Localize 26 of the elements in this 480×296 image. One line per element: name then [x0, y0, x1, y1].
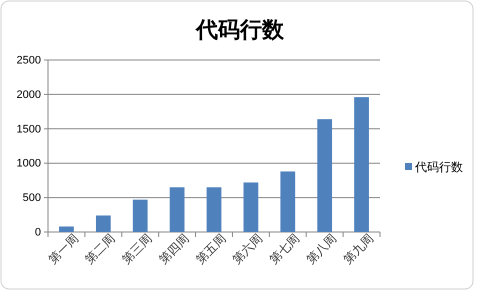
- y-tick-label: 1000: [16, 158, 41, 170]
- y-tick-label: 2000: [16, 88, 41, 101]
- chart-title: 代码行数: [195, 17, 285, 43]
- x-tick-label: 第四周: [156, 231, 192, 267]
- bar: [317, 119, 332, 232]
- x-tick-label: 第二周: [82, 231, 118, 267]
- x-tick-label: 第九周: [340, 231, 376, 267]
- y-tick-label: 0: [34, 226, 41, 239]
- x-tick-label: 第三周: [119, 231, 155, 267]
- x-tick-label: 第八周: [304, 231, 340, 267]
- bar: [206, 187, 222, 232]
- x-tick-label: 第六周: [230, 231, 266, 267]
- bar: [170, 187, 184, 232]
- y-tick-label: 1500: [16, 123, 41, 136]
- x-tick-label: 第七周: [266, 231, 302, 267]
- bar: [280, 171, 296, 232]
- y-tick-label: 500: [22, 192, 41, 204]
- bar: [132, 200, 148, 232]
- bar: [354, 97, 369, 232]
- y-tick-label: 2500: [16, 54, 41, 67]
- bar: [59, 226, 74, 232]
- bar: [244, 182, 258, 232]
- x-tick-label: 第一周: [46, 231, 81, 267]
- bar: [96, 215, 111, 232]
- x-tick-label: 第五周: [193, 231, 228, 267]
- legend-label: 代码行数: [414, 160, 463, 174]
